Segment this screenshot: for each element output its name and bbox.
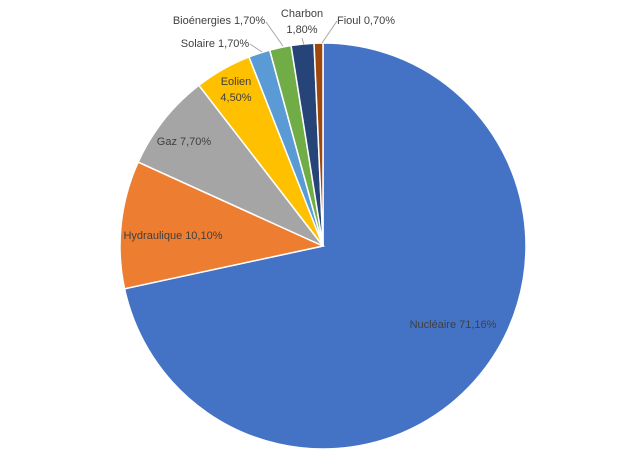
data-label: Charbon 1,80%	[281, 8, 323, 36]
pie-slice	[137, 84, 324, 247]
pie-slice	[119, 161, 326, 290]
data-label-text: Hydraulique 10,10%	[123, 230, 222, 242]
value-label: 0,70%	[364, 15, 395, 27]
data-label-text: Fioul 0,70%	[337, 15, 395, 27]
data-label: Eolien 4,50%	[220, 76, 251, 104]
data-label: Bioénergies 1,70%	[173, 15, 266, 27]
data-label-text: Nucléaire 71,16%	[410, 319, 497, 331]
category-label: Fioul	[337, 15, 361, 27]
category-label: Gaz	[157, 136, 177, 148]
value-label: 10,10%	[185, 230, 223, 242]
data-label: Nucléaire 71,16%	[410, 319, 497, 331]
data-label: Gaz 7,70%	[157, 136, 212, 148]
category-label: Nucléaire	[410, 319, 456, 331]
value-label: 1,70%	[218, 38, 249, 50]
pie-slice	[313, 42, 324, 247]
value-label: 1,70%	[234, 15, 265, 27]
category-label: Hydraulique	[123, 230, 182, 242]
data-label: Solaire 1,70%	[181, 38, 250, 50]
category-label: Eolien	[221, 76, 252, 88]
value-label: 7,70%	[180, 136, 211, 148]
leader-line	[321, 20, 338, 44]
category-label: Charbon	[281, 8, 323, 20]
leader-line	[265, 21, 284, 47]
value-label: 1,80%	[286, 24, 317, 36]
leader-line	[301, 37, 305, 46]
pie-slice	[123, 42, 527, 450]
data-label: Hydraulique 10,10%	[123, 230, 222, 242]
data-label-text: Bioénergies 1,70%	[173, 15, 266, 27]
leader-line	[249, 43, 263, 53]
category-label: Solaire	[181, 38, 215, 50]
category-label: Bioénergies	[173, 15, 232, 27]
data-label: Fioul 0,70%	[337, 15, 395, 27]
data-label-text: Solaire 1,70%	[181, 38, 250, 50]
value-label: 4,50%	[220, 92, 251, 104]
data-label-text: Gaz 7,70%	[157, 136, 212, 148]
value-label: 71,16%	[459, 319, 497, 331]
